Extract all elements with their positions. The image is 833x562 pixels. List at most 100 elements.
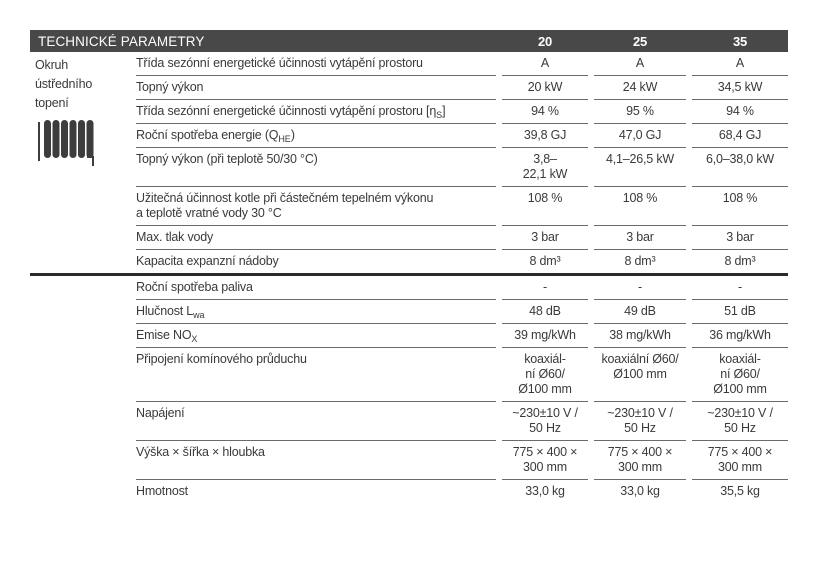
table-row: Kapacita expanzní nádoby 8 dm³ 8 dm³ 8 d… xyxy=(136,250,788,273)
value-25: 4,1–26,5 kW xyxy=(594,148,686,187)
value-35: 68,4 GJ xyxy=(692,124,788,148)
value-20: koaxiál- ní Ø60/ Ø100 mm xyxy=(502,348,588,402)
value-25: koaxiální Ø60/ Ø100 mm xyxy=(594,348,686,402)
value-20: A xyxy=(502,52,588,76)
table-row: Emise NOX 39 mg/kWh 38 mg/kWh 36 mg/kWh xyxy=(136,324,788,348)
param-name: Hmotnost xyxy=(136,480,496,503)
value-35: 775 × 400 × 300 mm xyxy=(692,441,788,480)
radiator-icon xyxy=(38,120,94,166)
param-name: Roční spotřeba paliva xyxy=(136,276,496,300)
param-name-text: Třída sezónní energetické účinnosti vytá… xyxy=(136,104,437,118)
table-row: Hlučnost Lwa 48 dB 49 dB 51 dB xyxy=(136,300,788,324)
table-row: Topný výkon (při teplotě 50/30 °C) 3,8– … xyxy=(136,148,788,187)
value-35: 3 bar xyxy=(692,226,788,250)
value-20: - xyxy=(502,276,588,300)
param-name-text: Napájení xyxy=(136,406,185,420)
value-20: 775 × 400 × 300 mm xyxy=(502,441,588,480)
param-name-text: Užitečná účinnost kotle při částečném te… xyxy=(136,191,434,220)
table-row: Výška × šířka × hloubka 775 × 400 × 300 … xyxy=(136,441,788,480)
section2-rows: Roční spotřeba paliva - - - Hlučnost Lwa… xyxy=(136,276,788,503)
param-name: Připojení komínového průduchu xyxy=(136,348,496,402)
column-header-20: 20 xyxy=(537,33,553,49)
value-35: - xyxy=(692,276,788,300)
param-name-text: Roční spotřeba paliva xyxy=(136,280,253,294)
table-row: Napájení ~230±10 V / 50 Hz ~230±10 V / 5… xyxy=(136,402,788,441)
param-name: Topný výkon (při teplotě 50/30 °C) xyxy=(136,148,496,187)
value-20: 8 dm³ xyxy=(529,254,561,268)
table-row: Roční spotřeba paliva - - - xyxy=(136,276,788,300)
value-25: 38 mg/kWh xyxy=(594,324,686,348)
param-name-subscript: X xyxy=(191,334,198,344)
technical-parameters-table: TECHNICKÉ PARAMETRY 20 25 35 Okruh ústře… xyxy=(30,30,788,503)
value-25: 47,0 GJ xyxy=(594,124,686,148)
param-name: Roční spotřeba energie (QHE) xyxy=(136,124,496,148)
param-name: Výška × šířka × hloubka xyxy=(136,441,496,480)
value-25: A xyxy=(594,52,686,76)
section1-rows: Třída sezónní energetické účinnosti vytá… xyxy=(136,52,788,273)
value-35: 35,5 kg xyxy=(720,484,760,498)
value-25: 24 kW xyxy=(594,76,686,100)
value-20: 33,0 kg xyxy=(525,484,565,498)
table-row: Hmotnost 33,0 kg 33,0 kg 35,5 kg xyxy=(136,480,788,503)
value-25: 3 bar xyxy=(594,226,686,250)
table-row: Připojení komínového průduchu koaxiál- n… xyxy=(136,348,788,402)
value-25: - xyxy=(594,276,686,300)
table-row: Užitečná účinnost kotle při částečném te… xyxy=(136,187,788,226)
value-35: 108 % xyxy=(692,187,788,226)
value-25: 775 × 400 × 300 mm xyxy=(594,441,686,480)
value-20: 48 dB xyxy=(502,300,588,324)
row-group-label: Okruh ústředního topení xyxy=(35,58,93,110)
param-name-text: Topný výkon xyxy=(136,80,204,94)
param-name: Kapacita expanzní nádoby xyxy=(136,250,496,273)
row-group-sidebar-empty xyxy=(30,276,136,503)
table-row: Třída sezónní energetické účinnosti vytá… xyxy=(136,52,788,76)
param-name-end: ] xyxy=(442,104,446,118)
table-row: Třída sezónní energetické účinnosti vytá… xyxy=(136,100,788,124)
value-20: 20 kW xyxy=(502,76,588,100)
param-name: Max. tlak vody xyxy=(136,226,496,250)
param-name-text: Připojení komínového průduchu xyxy=(136,352,307,366)
value-25: 95 % xyxy=(594,100,686,124)
value-25: ~230±10 V / 50 Hz xyxy=(594,402,686,441)
column-header-25: 25 xyxy=(632,33,648,49)
param-name-text: Výška × šířka × hloubka xyxy=(136,445,265,459)
param-name-subscript: S xyxy=(436,110,443,120)
param-name: Emise NOX xyxy=(136,324,496,348)
value-35: A xyxy=(692,52,788,76)
param-name-text: Kapacita expanzní nádoby xyxy=(136,254,279,268)
table-row: Topný výkon 20 kW 24 kW 34,5 kW xyxy=(136,76,788,100)
param-name: Topný výkon xyxy=(136,76,496,100)
param-name-subscript: HE xyxy=(278,134,291,144)
param-name-text: Hmotnost xyxy=(136,484,188,498)
value-35: 94 % xyxy=(692,100,788,124)
table-title: TECHNICKÉ PARAMETRY xyxy=(38,33,205,49)
value-20: 108 % xyxy=(502,187,588,226)
row-group-sidebar: Okruh ústředního topení xyxy=(30,52,136,273)
param-name: Hlučnost Lwa xyxy=(136,300,496,324)
value-35: ~230±10 V / 50 Hz xyxy=(692,402,788,441)
value-25: 108 % xyxy=(594,187,686,226)
param-name: Napájení xyxy=(136,402,496,441)
param-name-text: Topný výkon (při teplotě 50/30 °C) xyxy=(136,152,318,166)
param-name-text: Třída sezónní energetické účinnosti vytá… xyxy=(136,56,423,70)
value-35: 6,0–38,0 kW xyxy=(692,148,788,187)
column-header-35: 35 xyxy=(732,33,748,49)
value-20: ~230±10 V / 50 Hz xyxy=(502,402,588,441)
value-35: koaxiál- ní Ø60/ Ø100 mm xyxy=(692,348,788,402)
param-name: Třída sezónní energetické účinnosti vytá… xyxy=(136,100,496,124)
section-other-parameters: Roční spotřeba paliva - - - Hlučnost Lwa… xyxy=(30,276,788,503)
value-35: 36 mg/kWh xyxy=(692,324,788,348)
param-name-end: ) xyxy=(290,128,295,142)
param-name-subscript: wa xyxy=(193,310,205,320)
value-20: 3 bar xyxy=(502,226,588,250)
table-row: Max. tlak vody 3 bar 3 bar 3 bar xyxy=(136,226,788,250)
value-20: 39,8 GJ xyxy=(502,124,588,148)
param-name: Užitečná účinnost kotle při částečném te… xyxy=(136,187,496,226)
param-name-text: Hlučnost L xyxy=(136,304,194,318)
value-20: 94 % xyxy=(502,100,588,124)
param-name: Třída sezónní energetické účinnosti vytá… xyxy=(136,52,496,76)
value-35: 8 dm³ xyxy=(724,254,756,268)
value-25: 8 dm³ xyxy=(624,254,656,268)
value-35: 34,5 kW xyxy=(692,76,788,100)
table-header-bar: TECHNICKÉ PARAMETRY 20 25 35 xyxy=(30,30,788,52)
